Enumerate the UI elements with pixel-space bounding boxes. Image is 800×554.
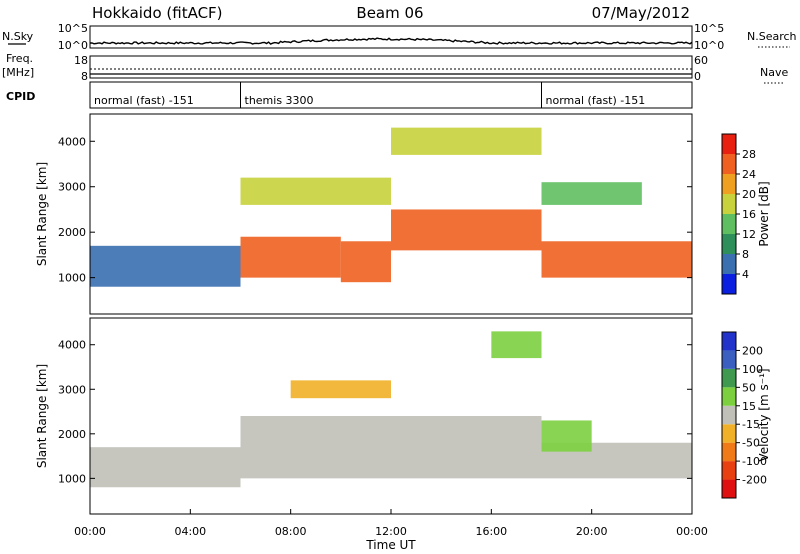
echo-band <box>541 241 692 278</box>
nave-label: Nave <box>760 66 788 79</box>
colorbar-tick-label: -100 <box>742 455 767 468</box>
echo-band <box>541 420 592 452</box>
echo-band <box>240 236 341 278</box>
colorbar-tick-label: -50 <box>742 437 760 450</box>
x-tick-label: 08:00 <box>275 525 307 538</box>
cpid-strip: normal (fast) -151 themis 3300 normal (fas… <box>89 81 693 109</box>
power-ylabel: Slant Range [km] <box>35 162 49 266</box>
echo-band <box>491 331 542 359</box>
station-title: Hokkaido (fitACF) <box>92 4 223 22</box>
colorbar-tick-label: 4 <box>742 268 749 281</box>
x-tick-label: 12:00 <box>375 525 407 538</box>
colorbar-cell <box>722 154 736 174</box>
x-tick-label: 20:00 <box>576 525 608 538</box>
y-tick-label: 4000 <box>58 339 86 352</box>
colorbar-cell <box>722 368 736 388</box>
nave-tick-low: 0 <box>694 70 701 83</box>
freq-tick-high: 18 <box>74 54 88 67</box>
echo-band <box>240 416 542 479</box>
time-xlabel: Time UT <box>365 538 416 552</box>
echo-band <box>90 447 241 488</box>
colorbar-cell <box>722 254 736 274</box>
cpid-label: CPID <box>6 90 35 103</box>
beam-title: Beam 06 <box>356 4 423 22</box>
echo-band <box>90 245 241 287</box>
colorbar-cell <box>722 214 736 234</box>
velocity-colorbar-label: Velocity [m s⁻¹] <box>757 368 771 461</box>
echo-band <box>391 127 542 155</box>
echo-band <box>391 209 542 251</box>
echo-band <box>240 177 391 205</box>
x-tick-label: 00:00 <box>74 525 106 538</box>
colorbar-tick-label: 50 <box>742 381 756 394</box>
nsky-tick-low: 10^0 <box>58 39 88 52</box>
colorbar-cell <box>722 134 736 154</box>
velocity-panel: 4000 3000 2000 1000 00:00 04:00 08:00 12:00 16:… <box>35 317 708 552</box>
y-tick-label: 1000 <box>58 472 86 485</box>
y-tick-label: 4000 <box>58 135 86 148</box>
colorbar-cell <box>722 194 736 214</box>
colorbar-tick-label: 12 <box>742 228 756 241</box>
nave-tick-high: 60 <box>694 54 708 67</box>
echo-band <box>340 241 391 283</box>
y-tick-label: 3000 <box>58 383 86 396</box>
colorbar-cell <box>722 387 736 406</box>
colorbar-cell <box>722 442 736 462</box>
freq-tick-low: 8 <box>81 70 88 83</box>
velocity-ylabel: Slant Range [km] <box>35 364 49 468</box>
y-tick-label: 2000 <box>58 226 86 239</box>
colorbar-tick-label: 28 <box>742 148 756 161</box>
colorbar-tick-label: 15 <box>742 400 756 413</box>
freq-label: Freq. <box>6 52 33 65</box>
colorbar-tick-label: -15 <box>742 418 760 431</box>
nsearch-tick-high: 10^5 <box>694 22 724 35</box>
colorbar-cell <box>722 424 736 443</box>
cpid-segment-label: themis 3300 <box>245 94 314 107</box>
x-tick-label: 04:00 <box>174 525 206 538</box>
colorbar-tick-label: -200 <box>742 474 767 487</box>
colorbar-tick-label: 100 <box>742 363 763 376</box>
nsky-tick-high: 10^5 <box>58 22 88 35</box>
colorbar-tick-label: 8 <box>742 248 749 261</box>
cpid-segment-label: normal (fast) -151 <box>94 94 194 107</box>
x-tick-label: 00:00 <box>676 525 708 538</box>
freq-unit-label: [MHz] <box>2 66 34 79</box>
colorbar-tick-label: 16 <box>742 208 756 221</box>
nsearch-label: N.Search <box>747 30 797 43</box>
y-tick-label: 1000 <box>58 272 86 285</box>
colorbar-tick-label: 24 <box>742 168 756 181</box>
power-panel: 4000 3000 2000 1000 Slant Range [km] <box>35 113 693 315</box>
nsearch-tick-low: 10^0 <box>694 39 724 52</box>
date-title: 07/May/2012 <box>592 4 690 22</box>
nsky-line <box>89 37 693 45</box>
power-colorbar: 28 24 20 16 12 8 4 Power [dB] <box>721 133 771 295</box>
echo-band <box>541 182 642 205</box>
x-tick-label: 16:00 <box>475 525 507 538</box>
colorbar-cell <box>722 405 736 425</box>
colorbar-cell <box>722 234 736 254</box>
colorbar-tick-label: 200 <box>742 344 763 357</box>
y-tick-label: 2000 <box>58 428 86 441</box>
colorbar-cell <box>722 274 736 294</box>
nsky-trace <box>89 37 693 45</box>
nsky-label: N.Sky <box>2 30 34 43</box>
colorbar-cell <box>722 461 736 480</box>
colorbar-cell <box>722 332 736 351</box>
colorbar-cell <box>722 174 736 194</box>
echo-band <box>290 380 391 399</box>
nsky-strip: 10^5 10^0 10^5 10^0 <box>58 22 724 52</box>
colorbar-cell <box>722 479 736 498</box>
colorbar-cell <box>722 350 736 369</box>
colorbar-tick-label: 20 <box>742 188 756 201</box>
cpid-segment-label: normal (fast) -151 <box>546 94 646 107</box>
power-colorbar-label: Power [dB] <box>757 181 771 246</box>
freq-strip: 18 8 60 0 <box>74 54 708 83</box>
velocity-colorbar: 200 100 50 15 -15 -50 -100 -200 Velocity [m s⁻¹… <box>721 331 771 499</box>
y-tick-label: 3000 <box>58 181 86 194</box>
